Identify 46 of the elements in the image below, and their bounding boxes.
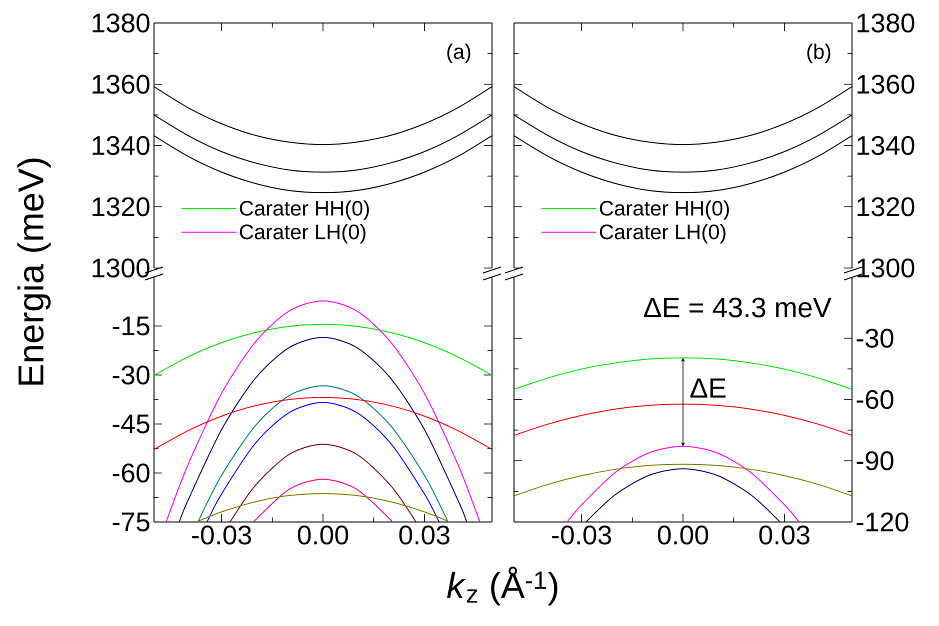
y-tick-label: 1320 (92, 197, 150, 216)
y-tick-label: 1340 (858, 136, 914, 156)
line-series (154, 397, 492, 450)
line-series (178, 336, 468, 522)
legend-label: Carater LH(0) (600, 224, 726, 244)
legend-label: Carater HH(0) (240, 200, 369, 220)
line-series (586, 468, 781, 522)
y-axis-title: Energia (meV) (17, 158, 51, 385)
y-tick-label: 1360 (92, 74, 150, 94)
line-series (514, 404, 852, 436)
x-tick-label: 0.03 (759, 526, 810, 545)
y-tick-label: -45 (112, 414, 150, 434)
y-tick-label: 1360 (858, 74, 914, 94)
annotation: (a) (447, 44, 470, 64)
line-series (154, 324, 492, 376)
x-tick-label: 0.03 (399, 526, 450, 545)
y-tick-label: 1380 (858, 13, 914, 33)
y-tick-label: 1300 (92, 258, 150, 278)
y-tick-label: 1320 (858, 197, 914, 216)
x-tick-label: -0.03 (552, 526, 612, 545)
annotation: ΔE (690, 378, 726, 398)
annotation: ΔE = 43.3 meV (644, 298, 832, 318)
y-tick-label: -30 (856, 328, 894, 348)
line-series (197, 385, 449, 522)
x-tick-label: -0.03 (192, 526, 252, 545)
y-tick-label: 1340 (92, 136, 150, 156)
y-tick-label: -90 (856, 451, 894, 470)
line-series (166, 300, 480, 522)
line-series (514, 464, 852, 496)
annotation: (b) (807, 44, 830, 64)
y-tick-label: -15 (112, 316, 150, 336)
y-tick-label: -75 (112, 512, 150, 532)
x-tick-label: 0.00 (298, 526, 348, 545)
line-series (196, 493, 450, 522)
x-tick-label: 0.00 (658, 526, 708, 545)
x-axis-title: k$_{z}$ (Å$^{-1}$) (447, 566, 558, 606)
y-tick-label: -60 (856, 390, 894, 410)
legend-label: Carater LH(0) (240, 224, 366, 244)
legend-label: Carater HH(0) (600, 200, 729, 220)
y-tick-label: 1380 (92, 13, 150, 33)
line-series (206, 402, 440, 522)
y-tick-label: -30 (112, 365, 150, 385)
y-tick-label: 1300 (858, 258, 914, 278)
y-tick-label: -120 (856, 512, 908, 532)
line-series (230, 444, 416, 522)
y-tick-label: -60 (112, 463, 150, 483)
